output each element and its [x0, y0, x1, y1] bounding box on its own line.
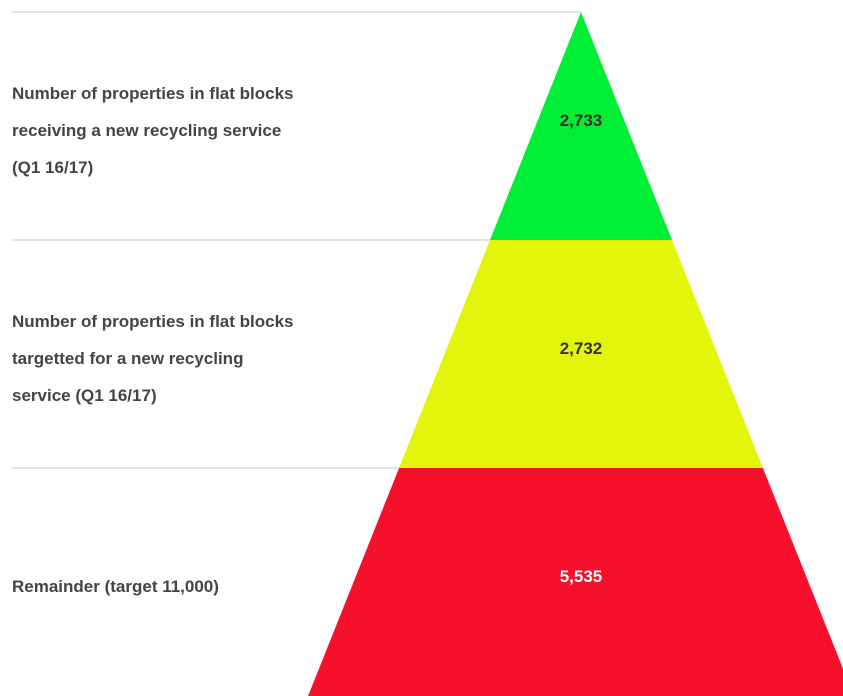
- pyramid-segment: [308, 468, 843, 696]
- pyramid-segment: [399, 240, 763, 468]
- category-label: Number of properties in flat blocks rece…: [12, 83, 294, 177]
- category-label: Number of properties in flat blocks targ…: [12, 311, 294, 405]
- value-label: 5,535: [560, 567, 603, 586]
- pyramid-segment: [490, 12, 672, 240]
- category-label: Remainder (target 11,000): [12, 576, 219, 596]
- value-label: 2,733: [560, 111, 603, 130]
- value-label: 2,732: [560, 339, 603, 358]
